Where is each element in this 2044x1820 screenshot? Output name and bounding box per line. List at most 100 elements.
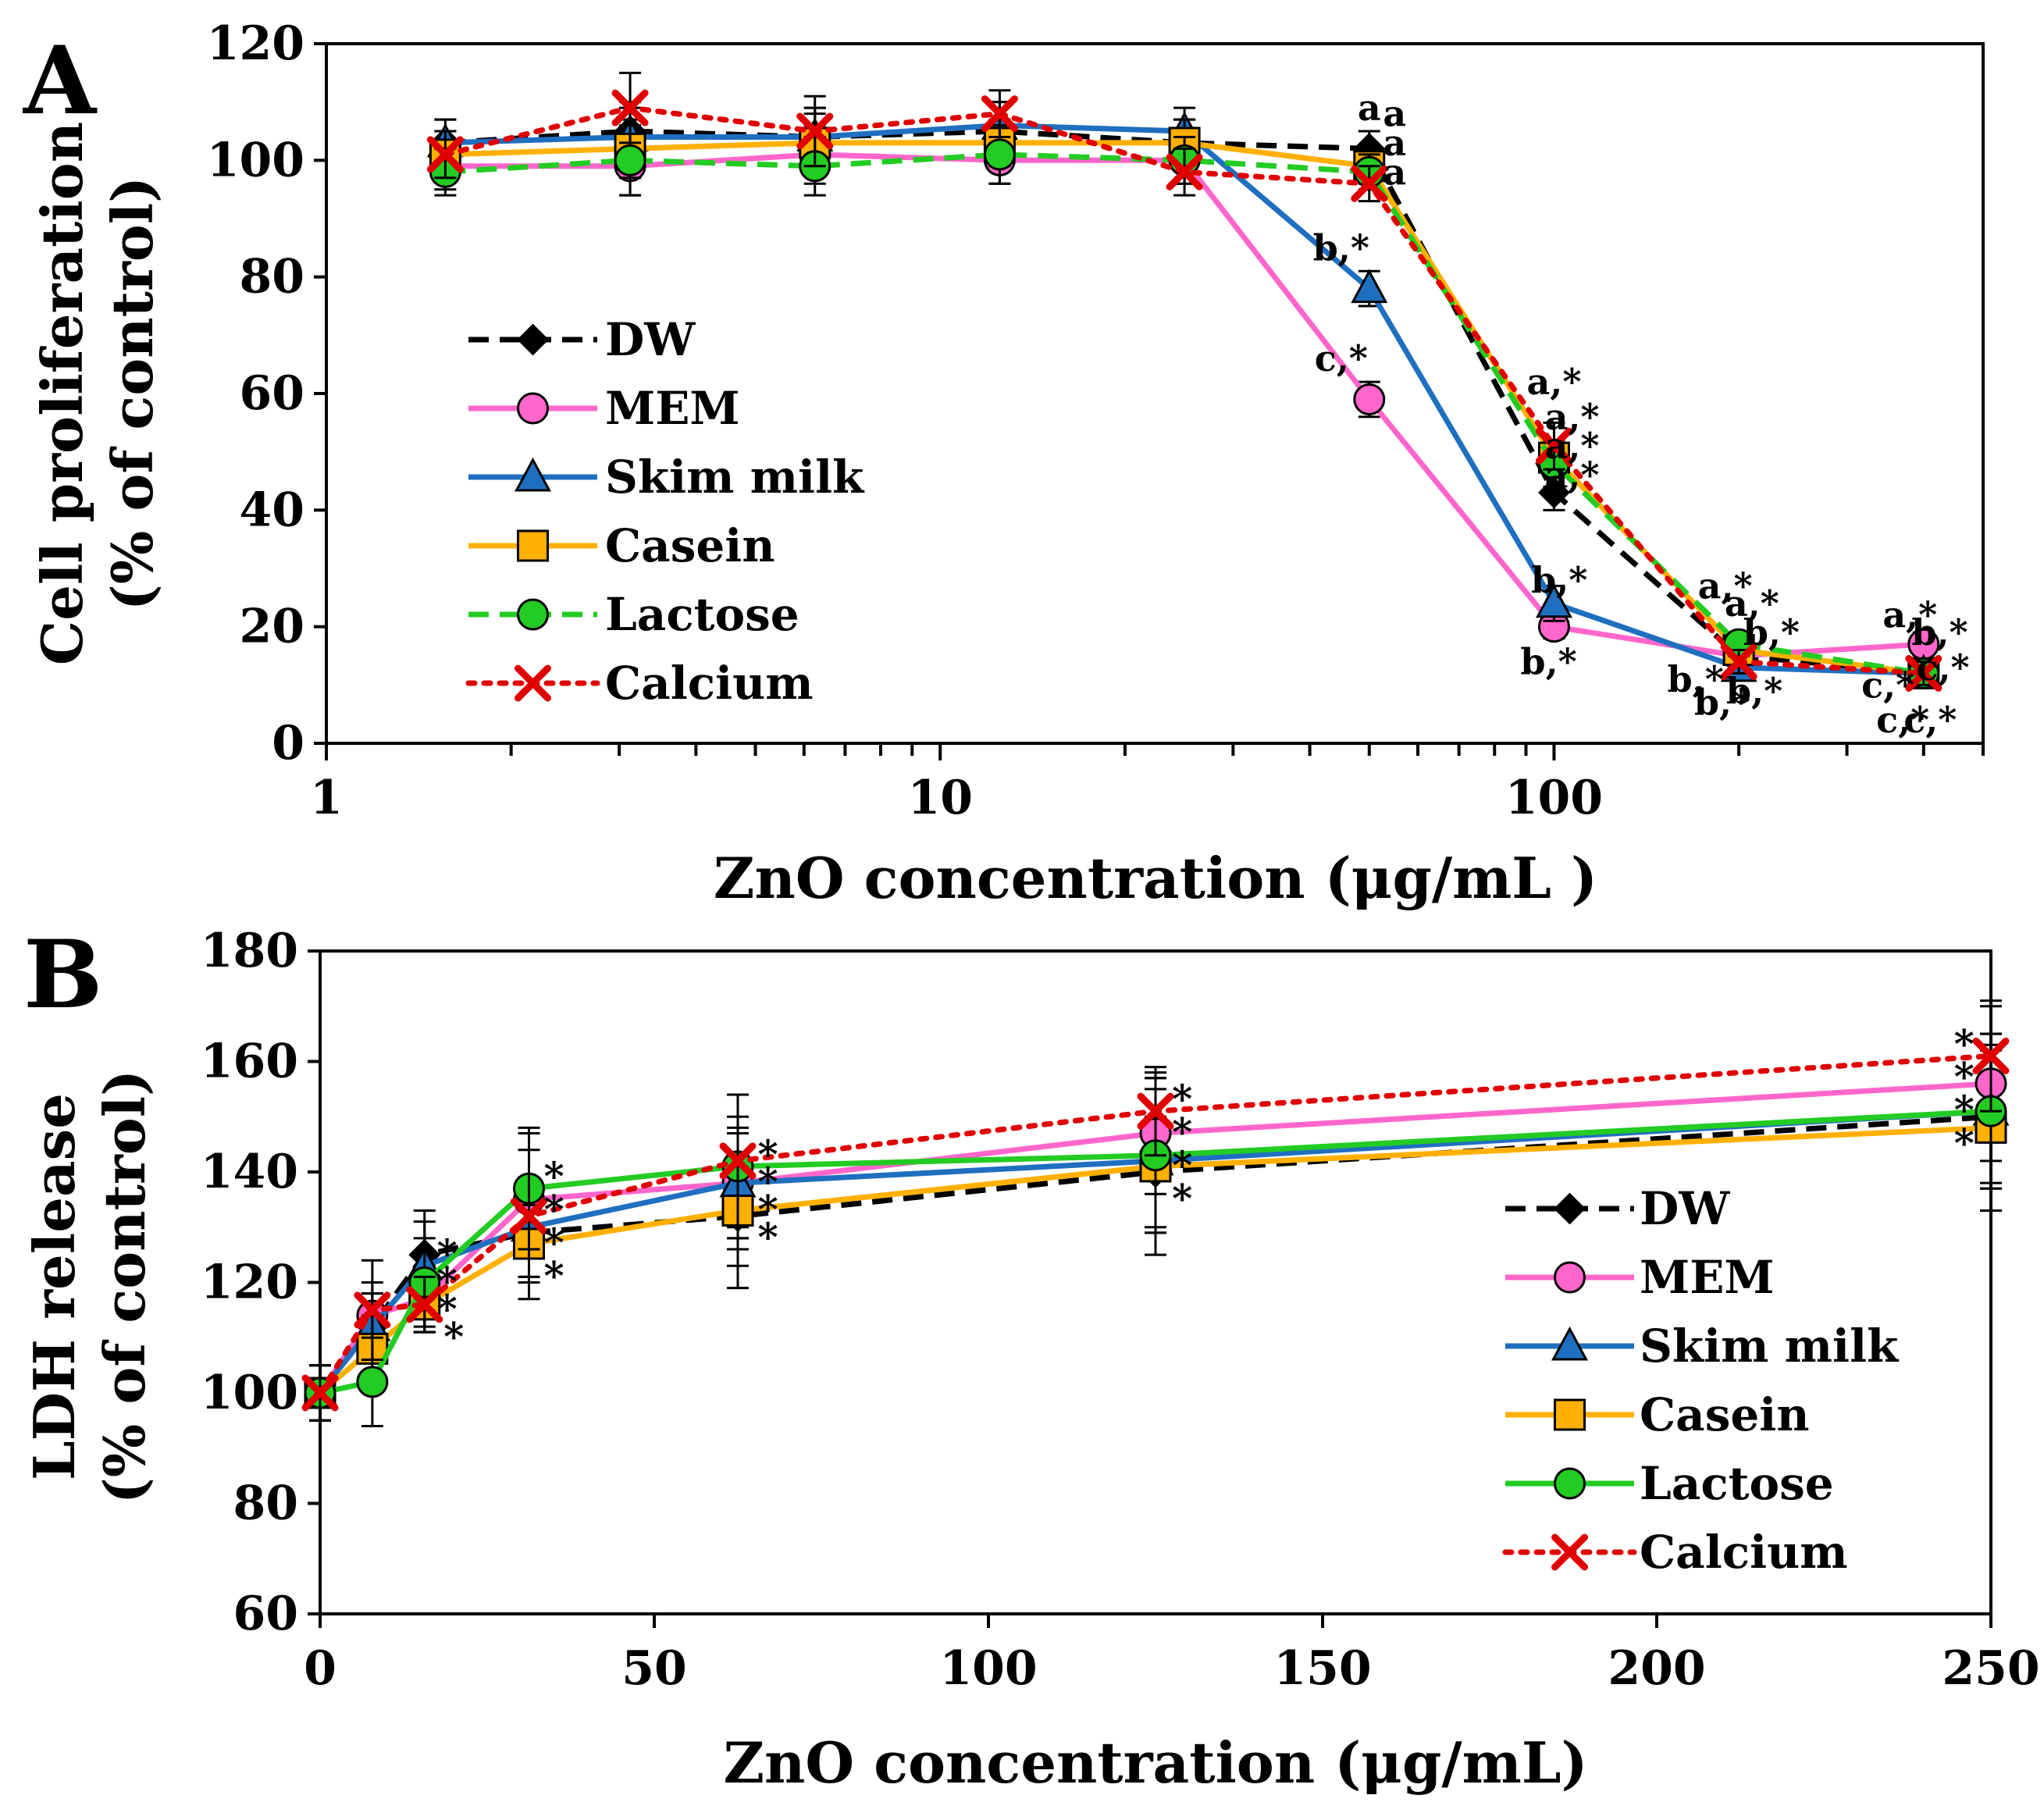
significance-label: * [443,1313,464,1359]
legend-label: Calcium [605,657,814,710]
significance-label: * [544,1252,564,1298]
significance-label: a,* [1527,361,1582,403]
data-point-lactose [356,1366,389,1398]
legend-item-mem: MEM [468,382,740,435]
legend-item-skim-milk: Skim milk [1505,1320,1900,1373]
y-tick-label: 140 [201,1145,298,1199]
significance-label: * [757,1131,778,1177]
significance-label: * [1172,1175,1192,1221]
significance-label: * [544,1187,564,1233]
x-tick-label: 0 [304,1641,337,1696]
significance-label: a,* [1698,565,1753,607]
y-axis-title-b-line1: LDH release [21,1093,87,1480]
significance-label: * [437,1259,458,1305]
significance-label: * [437,1231,458,1277]
x-stroke [719,1142,757,1180]
legend-item-mem: MEM [1505,1251,1775,1304]
x-tick-label: 100 [1505,771,1603,825]
legend-marker [517,392,549,425]
x-axis-title-b: ZnO concentration (μg/mL) [723,1729,1587,1796]
significance-label: b,* [1743,611,1800,654]
legend-marker [1554,1467,1586,1500]
significance-label: c,* [1876,699,1929,741]
legend-label: Lactose [605,588,799,641]
significance-label: b,* [1520,640,1576,682]
significance-label: * [757,1159,778,1205]
significance-label: a,* [1545,425,1600,467]
axes-b: 60 80 100 120 140 160 180 0 50 100 150 200 250 [201,924,2040,1696]
series-group-a [426,71,1943,692]
x-tick-label: 50 [621,1641,687,1696]
data-point-calcium [1905,654,1943,692]
legend-item-skim-milk: Skim milk [468,451,865,504]
y-tick-label: 80 [233,1476,299,1531]
legend-item-dw: DW [1505,1182,1730,1235]
series-group-b [301,999,2010,1427]
legend-marker [517,529,549,562]
data-point-skim-milk [1351,269,1388,304]
x-stroke [1905,654,1943,692]
significance-label: * [1954,1020,1975,1067]
significance-label: a,* [1545,454,1600,497]
y-tick-label: 40 [240,483,305,537]
x-stroke [1535,427,1572,465]
series-line-dw [445,128,1925,676]
significance-label: a [1383,93,1406,135]
significance-label: * [1954,1054,1975,1100]
data-point-calcium [354,1291,391,1329]
significance-label: * [544,1153,564,1199]
data-point-calcium [796,112,834,150]
legend-marker [514,457,552,492]
legend-label: Casein [1640,1388,1810,1441]
x-stroke [301,1374,339,1412]
significance-label: * [757,1214,778,1260]
y-tick-label: 100 [201,1366,298,1420]
y-tick-label: 100 [207,133,304,187]
x-axis-title-a: ZnO concentration (μg/mL ) [714,845,1597,911]
data-point-calcium [426,136,464,173]
data-point-lactose [614,144,646,176]
y-tick-label: 0 [272,716,304,771]
legend-label: Lactose [1640,1457,1834,1510]
significance-label: * [1172,1142,1192,1188]
x-stroke [354,1291,391,1329]
legend-label: DW [1640,1182,1730,1235]
x-stroke [1137,1092,1174,1130]
x-stroke [1166,153,1203,191]
x-stroke [515,664,551,702]
x-stroke [611,89,649,126]
legend-marker [517,323,549,356]
x-stroke [1972,1037,2010,1074]
y-axis-title-b-line2: (% of control) [91,1070,158,1504]
significance-label: * [757,1187,778,1233]
legend-item-casein: Casein [1505,1388,1810,1441]
data-point-mem [1353,383,1386,415]
significance-label: c,* [1903,699,1957,741]
annotations-a: a aaab,*c,*a,*a,*a,*a,*b,*b,*a,*a,*b,*b,*… [1313,87,1970,741]
significance-label: a [1358,87,1381,129]
legend-marker [1554,1192,1586,1225]
panel-label-a: A [23,26,98,136]
data-point-calcium [1972,1037,2010,1074]
significance-label: * [1954,1087,1975,1133]
y-axis-title-a-line1: Cell proliferation [29,122,95,665]
legend-label: MEM [605,382,740,435]
legend-item-lactose: Lactose [468,588,799,641]
series-calcium [426,71,1943,692]
data-point-calcium [301,1374,339,1412]
significance-label: b,* [1694,682,1750,724]
data-point-calcium [1166,153,1203,191]
significance-label: b,* [1911,611,1967,654]
significance-label: * [1954,1120,1975,1166]
x-tick-label: 1 [310,771,343,825]
x-stroke [406,1286,443,1323]
significance-label: b,* [1668,658,1724,700]
legend-marker [1554,1261,1586,1294]
x-tick-label: 250 [1942,1641,2039,1696]
x-tick-label: 200 [1608,1641,1705,1696]
legend-label: MEM [1640,1251,1775,1304]
y-tick-label: 120 [201,1255,298,1310]
